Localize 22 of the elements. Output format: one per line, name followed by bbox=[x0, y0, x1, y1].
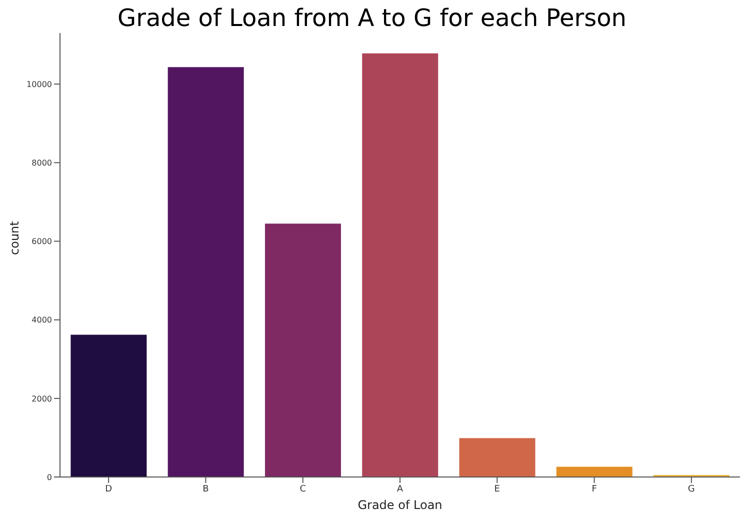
bar bbox=[556, 466, 632, 477]
bar bbox=[70, 334, 147, 477]
chart-title: Grade of Loan from A to G for each Person bbox=[116, 4, 628, 32]
x-axis-title: Grade of Loan bbox=[358, 498, 442, 512]
bar bbox=[362, 53, 438, 477]
x-tick-label: D bbox=[105, 484, 112, 494]
x-tick-label: A bbox=[396, 484, 404, 494]
y-tick-label: 2000 bbox=[32, 394, 52, 404]
x-tick-label: E bbox=[494, 484, 500, 494]
bar bbox=[168, 67, 244, 477]
bar bbox=[459, 438, 536, 477]
y-tick-label: 10000 bbox=[26, 80, 52, 89]
x-tick-label: C bbox=[300, 484, 306, 494]
x-tick-label: F bbox=[592, 484, 597, 494]
y-axis-title: count bbox=[7, 220, 22, 255]
y-tick-label: 4000 bbox=[32, 316, 52, 325]
bar bbox=[264, 224, 341, 477]
y-tick-label: 6000 bbox=[32, 237, 52, 246]
x-tick-label: B bbox=[202, 484, 209, 494]
x-tick-label: G bbox=[688, 484, 695, 494]
y-tick-label: 8000 bbox=[32, 158, 52, 168]
y-tick-label: 0 bbox=[46, 472, 52, 482]
